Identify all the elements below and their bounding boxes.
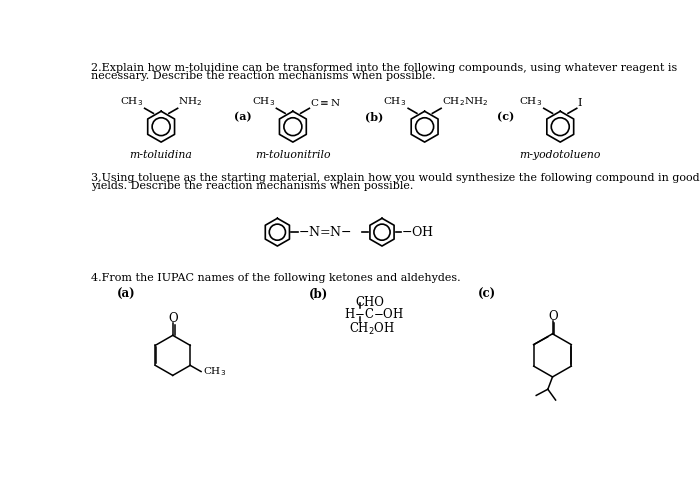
Text: (a): (a) bbox=[234, 111, 251, 122]
Text: m-toluonitrilo: m-toluonitrilo bbox=[255, 150, 330, 160]
Text: CH$_3$: CH$_3$ bbox=[252, 95, 275, 108]
Text: $-$N=N$-$: $-$N=N$-$ bbox=[298, 225, 352, 239]
Text: 2.Explain how m-toluidine can be transformed into the following compounds, using: 2.Explain how m-toluidine can be transfo… bbox=[92, 63, 678, 73]
Text: CH$_2$OH: CH$_2$OH bbox=[349, 321, 396, 337]
Text: NH$_2$: NH$_2$ bbox=[178, 95, 202, 108]
Text: (b): (b) bbox=[365, 111, 384, 122]
Text: $-$OH: $-$OH bbox=[401, 225, 435, 239]
Text: m-yodotolueno: m-yodotolueno bbox=[519, 150, 601, 160]
Text: CH$_2$NH$_2$: CH$_2$NH$_2$ bbox=[442, 95, 488, 108]
Text: (c): (c) bbox=[478, 288, 496, 301]
Text: yields. Describe the reaction mechanisms when possible.: yields. Describe the reaction mechanisms… bbox=[92, 181, 414, 191]
Text: necessary. Describe the reaction mechanisms when possible.: necessary. Describe the reaction mechani… bbox=[92, 71, 436, 81]
Text: (b): (b) bbox=[309, 288, 328, 301]
Text: 4.From the IUPAC names of the following ketones and aldehydes.: 4.From the IUPAC names of the following … bbox=[92, 273, 461, 283]
Text: O: O bbox=[549, 310, 558, 324]
Text: CH$_3$: CH$_3$ bbox=[120, 95, 143, 108]
Text: O: O bbox=[169, 312, 178, 325]
Text: 3.Using toluene as the starting material, explain how you would synthesize the f: 3.Using toluene as the starting material… bbox=[92, 173, 700, 183]
Text: m-toluidina: m-toluidina bbox=[130, 150, 192, 160]
Text: CHO: CHO bbox=[355, 296, 384, 309]
Text: (c): (c) bbox=[498, 111, 514, 122]
Text: H$-$C$-$OH: H$-$C$-$OH bbox=[344, 307, 404, 321]
Text: CH$_3$: CH$_3$ bbox=[384, 95, 407, 108]
Text: (a): (a) bbox=[117, 288, 136, 301]
Text: C$\equiv$N: C$\equiv$N bbox=[310, 97, 342, 108]
Text: I: I bbox=[578, 98, 582, 108]
Text: CH$_3$: CH$_3$ bbox=[519, 95, 542, 108]
Text: CH$_3$: CH$_3$ bbox=[202, 365, 226, 378]
